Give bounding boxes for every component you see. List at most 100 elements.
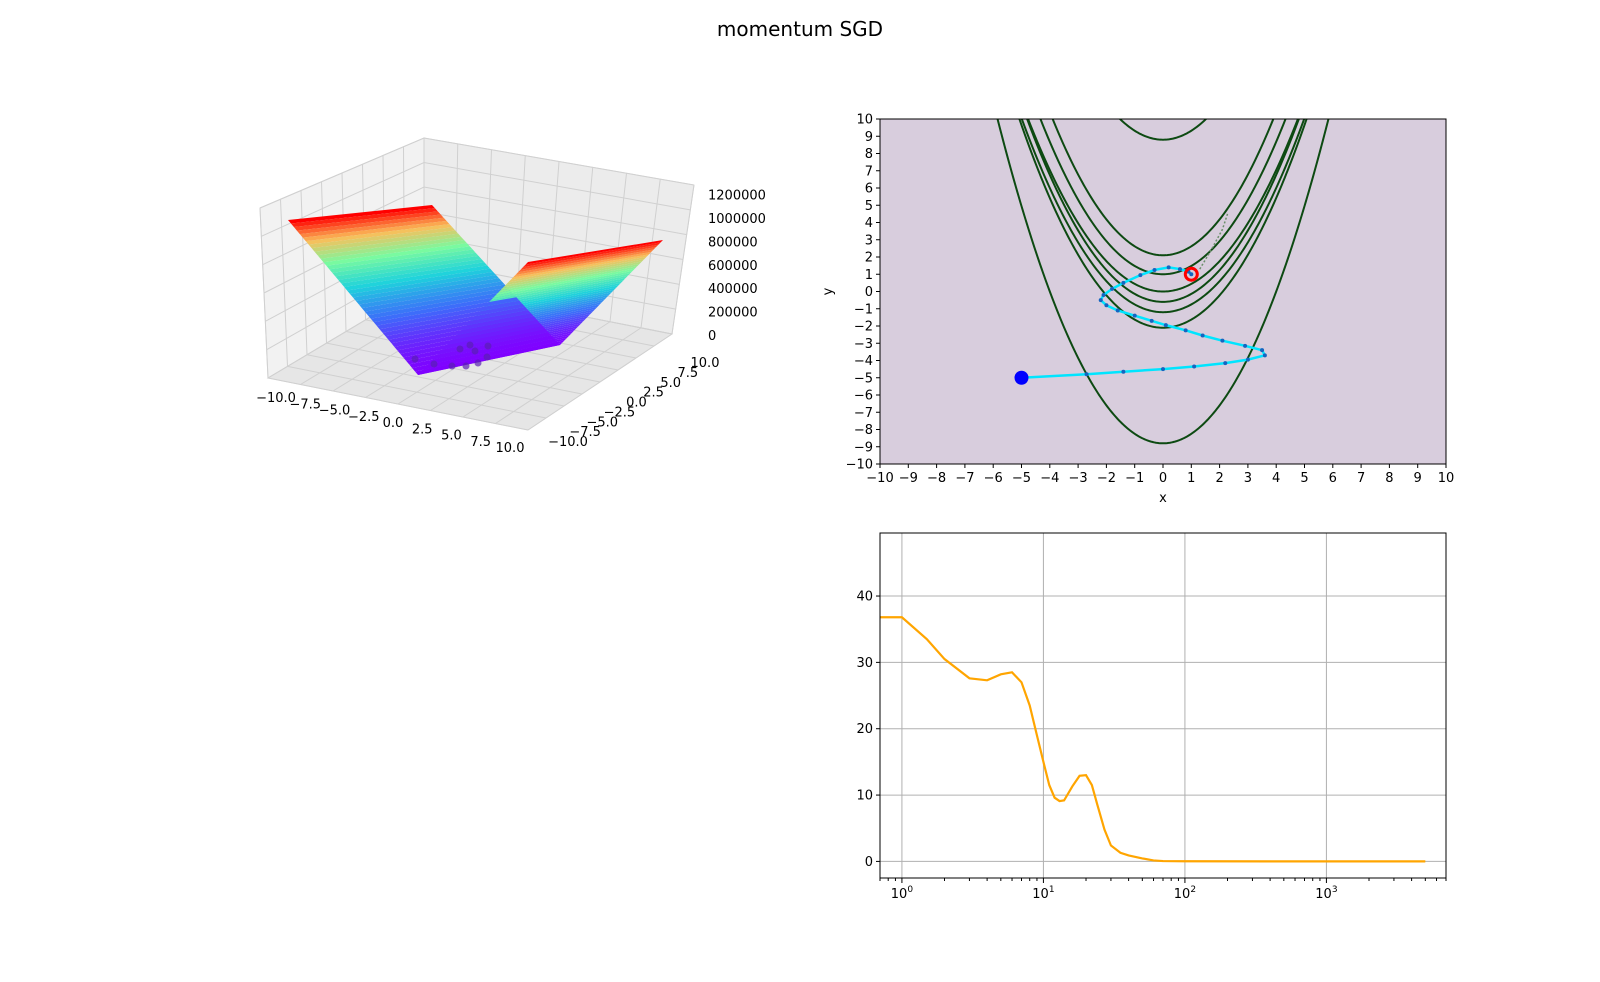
surface-strip	[388, 313, 534, 344]
x-tick-label: 4	[1272, 471, 1280, 486]
surface-strip	[385, 310, 531, 340]
surface-strip	[288, 205, 435, 224]
y-tick-label: 10	[856, 789, 873, 804]
surface-strip	[308, 227, 456, 249]
path-point	[1192, 364, 1197, 369]
path-point	[1084, 372, 1089, 377]
x-tick-label: −2	[1097, 471, 1116, 486]
path-point	[1098, 298, 1103, 303]
path-point	[1138, 273, 1143, 278]
start-marker	[1014, 370, 1029, 385]
x-tick-label: 5	[1300, 471, 1308, 486]
path-point	[1223, 361, 1228, 366]
x-tick-label: 10.0	[496, 441, 525, 456]
trajectory-dot	[483, 353, 491, 361]
x-tick-label: 2	[1215, 471, 1223, 486]
z-tick-label: 600000	[708, 259, 758, 274]
surface-strip	[335, 255, 482, 280]
y-tick-label: −1	[854, 302, 873, 317]
y-axis-label: y	[821, 287, 836, 295]
trajectory-dot	[448, 362, 456, 370]
surface-strip	[320, 240, 467, 263]
surface-strip	[490, 273, 631, 301]
optimizer-path	[1021, 266, 1267, 379]
surface-strip	[515, 249, 654, 275]
surface-strip	[367, 290, 514, 319]
z-tick-label: 0	[708, 329, 716, 344]
grid-line	[261, 161, 691, 237]
surface-strip	[317, 236, 464, 259]
surface-strip	[302, 220, 450, 242]
trajectory-dot	[462, 362, 470, 370]
surface-strip	[409, 335, 555, 368]
z-tick-label: 1000000	[708, 212, 766, 227]
path-point	[1104, 303, 1109, 308]
trajectory-dot	[456, 345, 464, 353]
path-point	[1166, 265, 1171, 270]
trajectory-dot	[411, 355, 419, 363]
surface-strip	[350, 271, 496, 298]
contour-line	[996, 119, 1330, 445]
x-tick-label: −5.0	[319, 404, 351, 419]
surface-strip	[358, 281, 505, 309]
surface-strip	[525, 240, 663, 265]
surface-strip	[397, 322, 543, 354]
contour-line	[1118, 119, 1208, 141]
y-tick-label: −6	[854, 389, 873, 404]
contour-line	[1020, 119, 1306, 314]
x-axis-label: x	[1159, 491, 1167, 506]
y-tick-label: 7	[865, 164, 873, 179]
y-tick-label: 0	[865, 285, 873, 300]
path-point	[1121, 369, 1126, 374]
path-point	[1149, 318, 1154, 323]
surface-strip	[323, 243, 470, 266]
surface-strip	[379, 303, 526, 333]
loss-curve-plot: 100 101 102 103 0 10 20 30 40	[856, 532, 1447, 902]
trajectory-dot	[471, 347, 479, 355]
surface-strip	[485, 278, 626, 306]
y-tick-label: 5	[865, 199, 873, 214]
x-tick-label: 7.5	[470, 435, 491, 450]
surface-strip	[347, 268, 494, 294]
plot-background	[880, 533, 1446, 878]
contour-line	[1199, 211, 1229, 270]
contour-lines	[996, 119, 1330, 445]
surface-strip	[293, 211, 441, 231]
x-tick-label: −5	[1012, 471, 1031, 486]
surface-strip	[326, 246, 473, 270]
end-marker	[1183, 266, 1199, 282]
y-tick-label: 0	[865, 855, 873, 870]
surface-strip	[332, 252, 479, 277]
trajectory-dot	[430, 360, 438, 368]
path-point	[1152, 267, 1157, 272]
surface-strip	[314, 233, 462, 256]
path-point	[1189, 272, 1194, 277]
x-tick-label: 1	[1187, 471, 1195, 486]
path-point	[1101, 292, 1106, 297]
trajectory-dot	[466, 341, 474, 349]
trajectory-dot	[474, 359, 482, 367]
y-tick-label: 1	[865, 268, 873, 283]
y-tick-label: 10.0	[691, 356, 720, 371]
trajectory-dot	[484, 342, 492, 350]
x-tick-label: −7	[955, 471, 974, 486]
y-tick-label: 9	[865, 130, 873, 145]
surface-strip	[391, 316, 537, 347]
x-tick-label: 10	[1438, 471, 1455, 486]
x-tick-label: −7.5	[289, 397, 321, 412]
y-tick-label: 5.0	[660, 376, 681, 391]
x-tick-label: 100	[891, 885, 914, 902]
y-tick-label: 2	[865, 251, 873, 266]
x-tick-label: 103	[1315, 885, 1337, 902]
surface-strip	[400, 325, 546, 358]
path-point	[1262, 353, 1267, 358]
path-point	[1163, 323, 1168, 328]
surface-strip	[403, 329, 549, 361]
x-tick-label: 3	[1244, 471, 1252, 486]
surface-strip	[508, 256, 647, 283]
x-tick-label: 0	[1159, 471, 1167, 486]
surface-strip	[299, 217, 447, 238]
y-tick-label: 30	[856, 656, 873, 671]
surface-strip	[361, 284, 508, 312]
